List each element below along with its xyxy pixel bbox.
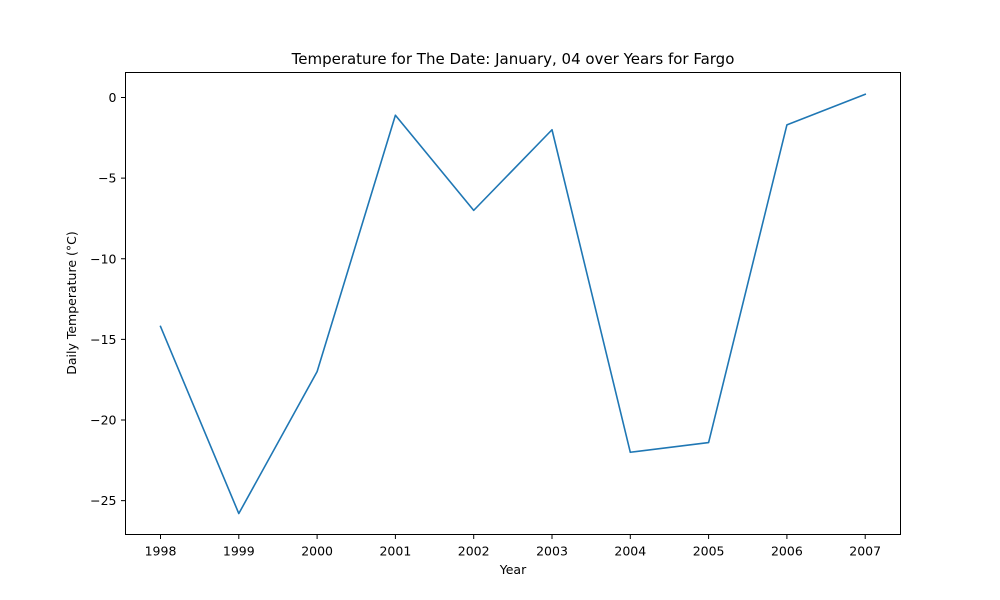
- x-tick-label: 2003: [536, 544, 568, 559]
- x-tick-label: 2007: [849, 544, 881, 559]
- y-tick-label: 0: [109, 90, 117, 105]
- y-tick-label: −20: [90, 413, 116, 428]
- y-tick-label: −5: [98, 171, 116, 186]
- x-tick-label: 1998: [145, 544, 177, 559]
- y-axis-label: Daily Temperature (°C): [64, 231, 79, 375]
- x-tick-label: 1999: [223, 544, 255, 559]
- x-tick-label: 2006: [771, 544, 803, 559]
- x-tick-label: 2004: [614, 544, 646, 559]
- plot-frame: [125, 72, 901, 535]
- x-tick-label: 2000: [301, 544, 333, 559]
- chart-title: Temperature for The Date: January, 04 ov…: [291, 50, 735, 68]
- y-tick-label: −25: [90, 493, 116, 508]
- x-tick-label: 2002: [458, 544, 490, 559]
- series-line: [159, 93, 867, 515]
- y-axis: 0 −5 −10 −15 −20 −25: [90, 90, 126, 508]
- y-tick-label: −10: [90, 251, 116, 266]
- x-tick-label: 2001: [379, 544, 411, 559]
- x-axis-label: Year: [499, 562, 527, 577]
- x-tick-label: 2005: [693, 544, 725, 559]
- x-axis: 1998 1999 2000 2001 2002 2003 2004 2005 2006 2007: [145, 534, 881, 559]
- y-tick-label: −15: [90, 332, 116, 347]
